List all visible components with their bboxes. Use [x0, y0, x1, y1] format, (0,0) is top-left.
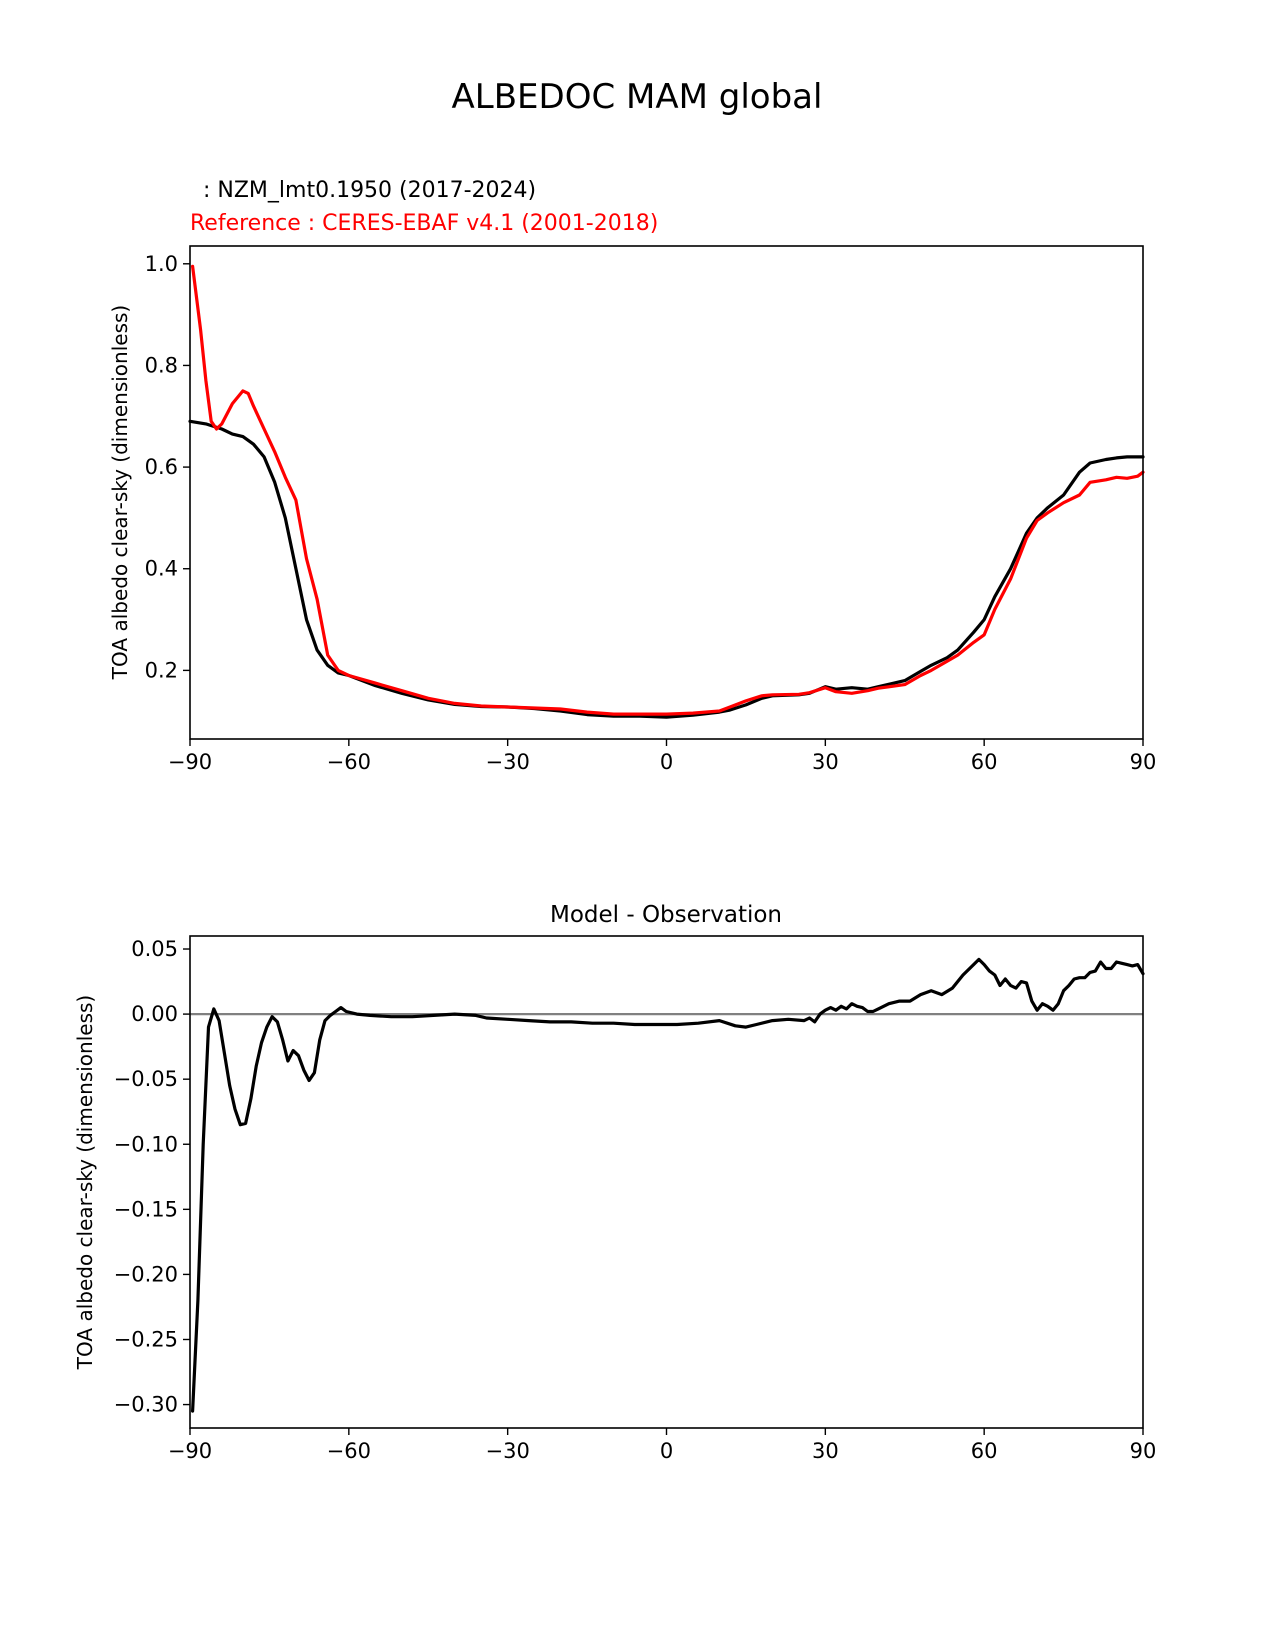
lower-x-tick-label: −30: [486, 1439, 530, 1463]
upper-y-tick-label: 0.6: [145, 455, 178, 479]
lower-chart-title: Model - Observation: [550, 902, 782, 928]
lower-x-tick-label: 90: [1130, 1439, 1157, 1463]
upper-series-line-1: [191, 264, 1145, 716]
lower-x-tick-label: 60: [971, 1439, 998, 1463]
upper-series-line-0: [188, 419, 1145, 719]
lower-y-tick-label: −0.25: [114, 1327, 178, 1351]
upper-chart-x-axis: −90 −60 −30 0 30 60 90: [168, 739, 1157, 774]
lower-y-tick-label: −0.20: [114, 1262, 178, 1286]
upper-x-tick-label: −90: [168, 750, 212, 774]
upper-x-tick-label: 90: [1130, 750, 1157, 774]
lower-chart-panel: −90 −60 −30 0 30 60 90 0.05 0.00 −0.05 −0.10 −0.15…: [73, 935, 1157, 1463]
lower-chart-y-label: TOA albedo clear-sky (dimensionless): [73, 995, 97, 1370]
upper-y-tick-label: 0.4: [145, 557, 178, 581]
upper-x-tick-label: 60: [971, 750, 998, 774]
lower-y-tick-label: 0.00: [131, 1002, 178, 1026]
upper-x-tick-label: 30: [812, 750, 839, 774]
upper-x-tick-label: −30: [486, 750, 530, 774]
upper-y-tick-label: 0.8: [145, 353, 178, 377]
lower-x-tick-label: 30: [812, 1439, 839, 1463]
lower-chart-series: [191, 957, 1145, 1413]
upper-chart-y-axis: 0.2 0.4 0.6 0.8 1.0: [145, 252, 190, 682]
figure-title: ALBEDOC MAM global: [452, 77, 823, 117]
upper-x-tick-label: −60: [327, 750, 371, 774]
upper-y-tick-label: 0.2: [145, 658, 178, 682]
lower-x-tick-label: 0: [660, 1439, 673, 1463]
lower-y-tick-label: −0.15: [114, 1197, 178, 1221]
lower-y-tick-label: −0.05: [114, 1067, 178, 1091]
lower-chart-x-axis: −90 −60 −30 0 30 60 90: [168, 1428, 1157, 1463]
reference-label: Reference : CERES-EBAF v4.1 (2001-2018): [190, 211, 658, 236]
lower-x-tick-label: −60: [327, 1439, 371, 1463]
lower-x-tick-label: −90: [168, 1439, 212, 1463]
upper-chart-y-label: TOA albedo clear-sky (dimensionless): [108, 305, 132, 680]
model-label: : NZM_lmt0.1950 (2017-2024): [196, 178, 536, 203]
upper-chart-panel: −90 −60 −30 0 30 60 90 0.2 0.4 0.6 0.8 1.0 TOA alb…: [108, 245, 1157, 774]
lower-y-tick-label: −0.30: [114, 1393, 178, 1417]
upper-y-tick-label: 1.0: [145, 252, 178, 276]
lower-series-line-0: [191, 957, 1145, 1413]
lower-y-tick-label: −0.10: [114, 1132, 178, 1156]
lower-y-tick-label: 0.05: [131, 937, 178, 961]
upper-x-tick-label: 0: [660, 750, 673, 774]
lower-chart-y-axis: 0.05 0.00 −0.05 −0.10 −0.15 −0.20 −0.25 −0.30: [114, 937, 190, 1417]
upper-chart-series: [188, 264, 1145, 719]
